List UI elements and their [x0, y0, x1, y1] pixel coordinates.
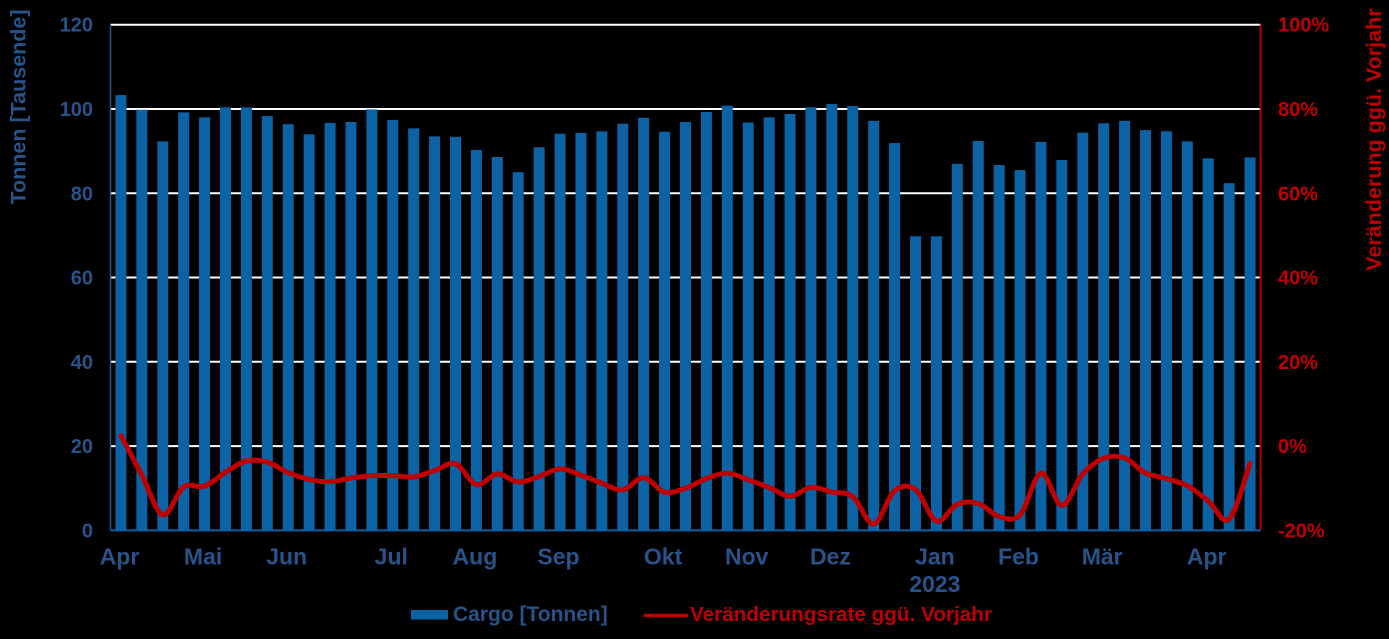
svg-text:Jun: Jun	[266, 544, 307, 570]
svg-text:Feb: Feb	[998, 544, 1039, 570]
svg-text:Apr: Apr	[1187, 544, 1227, 570]
svg-text:40: 40	[71, 352, 93, 374]
svg-text:120: 120	[60, 15, 93, 37]
svg-text:0%: 0%	[1278, 436, 1307, 458]
svg-text:Sep: Sep	[537, 544, 579, 570]
svg-text:80: 80	[71, 183, 93, 205]
svg-text:Aug: Aug	[453, 544, 498, 570]
svg-text:Mai: Mai	[184, 544, 222, 570]
svg-text:Apr: Apr	[100, 544, 140, 570]
svg-text:Jan: Jan	[915, 544, 955, 570]
svg-text:Nov: Nov	[725, 544, 769, 570]
svg-text:Veränderungsrate ggü. Vorjahr: Veränderungsrate ggü. Vorjahr	[690, 603, 992, 626]
svg-text:80%: 80%	[1278, 99, 1318, 121]
svg-text:20%: 20%	[1278, 352, 1318, 374]
svg-text:-20%: -20%	[1278, 520, 1325, 542]
svg-text:Okt: Okt	[644, 544, 683, 570]
svg-text:Jul: Jul	[375, 544, 408, 570]
svg-text:60%: 60%	[1278, 183, 1318, 205]
svg-text:2023: 2023	[909, 571, 960, 597]
svg-text:0: 0	[82, 520, 93, 542]
svg-text:60: 60	[71, 268, 93, 290]
svg-text:20: 20	[71, 436, 93, 458]
svg-text:Mär: Mär	[1082, 544, 1123, 570]
svg-text:Tonnen [Tausende]: Tonnen [Tausende]	[7, 9, 31, 204]
svg-text:Veränderung ggü. Vorjahr: Veränderung ggü. Vorjahr	[1362, 8, 1386, 271]
svg-text:100%: 100%	[1278, 15, 1329, 37]
svg-text:Cargo [Tonnen]: Cargo [Tonnen]	[453, 603, 608, 626]
svg-text:40%: 40%	[1278, 268, 1318, 290]
svg-text:Dez: Dez	[810, 544, 851, 570]
svg-text:100: 100	[60, 99, 93, 121]
